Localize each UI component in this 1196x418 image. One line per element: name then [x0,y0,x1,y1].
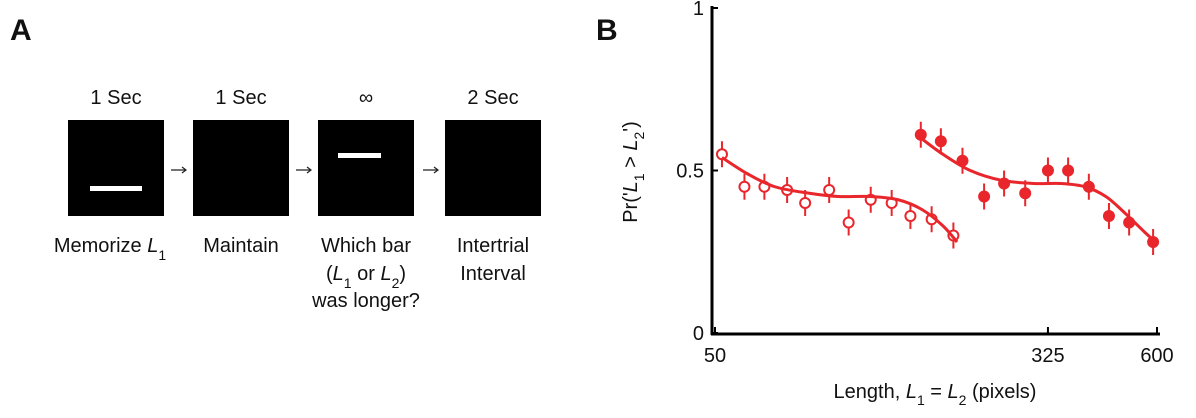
caption: Memorize L1 [54,235,166,263]
data-point [823,184,836,196]
caption: Intertrial [457,235,529,257]
duration: 1 Sec [215,87,266,109]
x-tick-label: 325 [1031,345,1064,367]
data-point [978,190,991,203]
screen [68,120,164,216]
panel-label: A [10,14,32,47]
data-point [842,216,855,229]
duration: 1 Sec [90,87,141,109]
task-diagram: 1 Sec 1 Sec ∞ 2 Sec Memorize L1 Maintain… [54,87,541,312]
bar-stimulus [338,153,381,158]
caption: Interval [460,263,526,285]
y-axis-label: Pr('L1 > L2') [620,121,647,223]
y-tick-label: 1 [693,0,704,20]
panel-label: B [596,14,618,47]
screen [445,120,541,216]
data-point [1062,164,1075,177]
x-tick-label: 50 [704,345,726,367]
data-point [934,135,947,148]
y-tick-label: 0.5 [676,161,704,183]
data-point [799,197,812,209]
screen [318,120,414,216]
duration: ∞ [359,87,373,109]
data-point [738,180,751,193]
fit-curve [721,156,959,243]
x-tick-label: 600 [1140,345,1173,367]
data-point [1041,164,1054,177]
x-axis-label: Length, L1 = L2 (pixels) [834,381,1037,408]
caption: (L1 or L2) [326,263,406,291]
data-point [904,210,917,222]
bar-stimulus [90,186,142,191]
data-point [1102,210,1115,222]
duration: 2 Sec [467,87,518,109]
caption: Maintain [203,235,279,257]
fit-curve [919,136,1157,244]
caption: was longer? [311,290,420,312]
data-point [1019,187,1032,200]
screen [193,120,289,216]
arrows [171,166,439,174]
caption: Which bar [321,235,411,257]
y-tick-label: 0 [693,323,704,345]
